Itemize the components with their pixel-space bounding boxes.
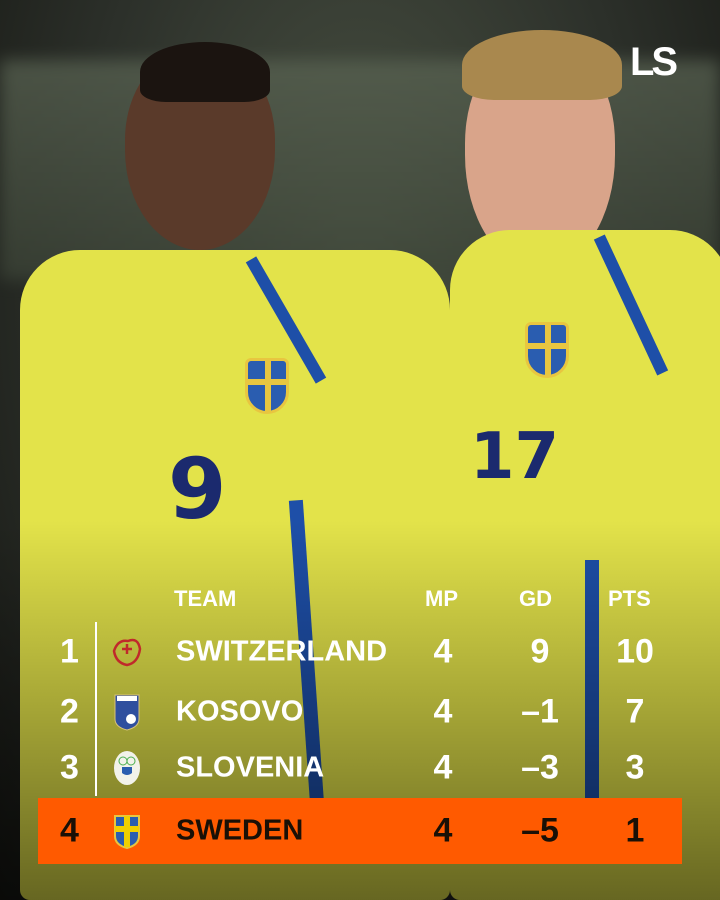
points: 1 [625, 811, 645, 850]
matches-played: 4 [433, 811, 453, 850]
matches-played: 4 [433, 748, 453, 787]
matches-played: 4 [433, 692, 453, 731]
table-row: 3 SLOVENIA 4 –3 3 [38, 740, 682, 796]
header-team: TEAM [174, 586, 237, 611]
header-mp: MP [425, 586, 458, 611]
switzerland-crest-icon [112, 638, 142, 667]
sweden-badge-icon [525, 322, 569, 378]
kosovo-crest-icon [114, 694, 140, 731]
goal-difference: –1 [521, 692, 559, 731]
sweden-badge-icon [245, 358, 289, 414]
table-row: 1 SWITZERLAND 4 9 10 [38, 624, 682, 680]
table-row-highlighted: 4 SWEDEN 4 –5 1 [38, 798, 682, 864]
goal-difference: –3 [521, 748, 559, 787]
ls-logo: LS [630, 40, 678, 84]
team-name: SWEDEN [176, 814, 304, 847]
slovenia-crest-icon [114, 751, 140, 785]
rank: 3 [60, 748, 79, 787]
points: 7 [625, 692, 645, 731]
team-name: SWITZERLAND [176, 635, 388, 668]
rank: 4 [60, 811, 79, 850]
header-gd: GD [519, 586, 552, 611]
rank: 2 [60, 692, 79, 731]
matches-played: 4 [433, 632, 453, 671]
goal-difference: –5 [521, 811, 559, 850]
header-pts: PTS [608, 586, 651, 611]
table-row: 2 KOSOVO 4 –1 7 [38, 684, 682, 740]
team-name: KOSOVO [176, 695, 304, 728]
divider [95, 622, 97, 796]
goal-difference: 9 [530, 632, 550, 671]
points: 10 [616, 632, 654, 671]
shirt-number: 17 [470, 420, 560, 494]
team-name: SLOVENIA [176, 751, 325, 784]
rank: 1 [60, 632, 79, 671]
sweden-crest-icon [114, 815, 140, 850]
points: 3 [625, 748, 645, 787]
